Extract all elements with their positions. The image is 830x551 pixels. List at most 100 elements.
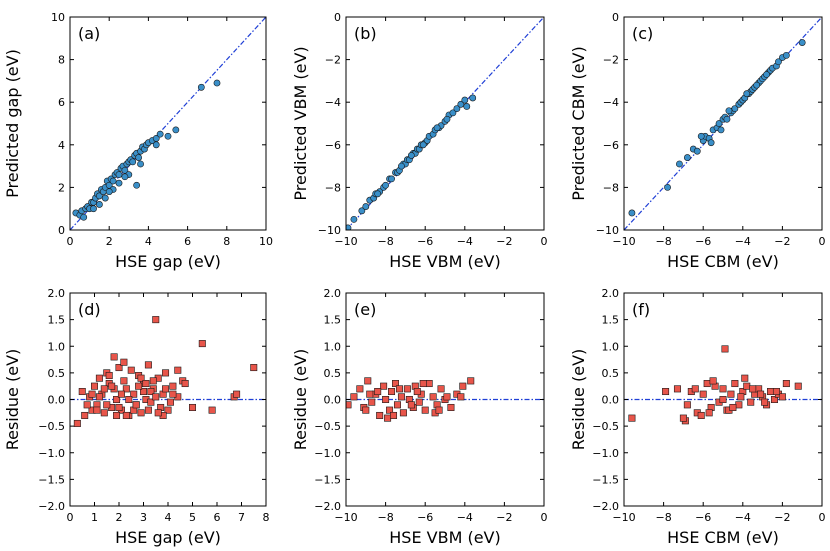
- data-point: [162, 385, 170, 393]
- plot-frame: [623, 16, 823, 231]
- data-point: [761, 398, 769, 406]
- y-axis-label: Residue (eV): [3, 349, 22, 451]
- panel-label: (c): [632, 24, 653, 43]
- panel-label: (b): [354, 24, 377, 43]
- x-axis-label: HSE gap (eV): [115, 528, 221, 547]
- x-tick-label: 4: [145, 235, 152, 248]
- data-point: [697, 411, 705, 419]
- data-point: [115, 403, 123, 411]
- data-point: [117, 390, 125, 398]
- data-point: [673, 385, 681, 393]
- x-tick-label: −4: [735, 235, 751, 248]
- data-point: [770, 395, 778, 403]
- data-point: [156, 130, 164, 138]
- x-tick-label: −4: [457, 511, 473, 524]
- data-point: [137, 160, 144, 168]
- data-point: [469, 94, 477, 102]
- y-tick-label: −2: [325, 54, 341, 67]
- data-point: [198, 340, 206, 348]
- data-point: [743, 90, 751, 98]
- y-tick-label: 1.5: [324, 314, 342, 327]
- data-point: [707, 139, 715, 147]
- data-point: [358, 207, 366, 215]
- data-point: [122, 385, 130, 393]
- data-point: [757, 390, 765, 398]
- panel-c: −10 −8 −6 −4 −2 0 −10 −8 −6 −4 −2 0 HSE CBM (eV) Pred…: [569, 11, 826, 271]
- data-point: [73, 419, 81, 427]
- y-tick-label: 0.0: [48, 394, 66, 407]
- data-point: [109, 177, 117, 185]
- reference-line: [624, 17, 822, 230]
- data-point: [467, 377, 475, 385]
- data-point: [753, 81, 761, 89]
- data-point: [120, 377, 128, 385]
- x-tick-label: 0: [67, 235, 74, 248]
- data-point: [101, 194, 109, 202]
- data-point: [115, 364, 123, 372]
- data-point: [197, 83, 205, 91]
- y-tick-label: −1.5: [314, 473, 341, 486]
- data-point: [778, 393, 786, 401]
- data-point: [743, 382, 751, 390]
- plot-frame: [345, 16, 545, 231]
- x-tick-label: 4: [165, 511, 172, 524]
- data-point: [105, 372, 113, 380]
- data-point: [132, 401, 140, 409]
- y-tick-label: −4: [325, 96, 341, 109]
- data-point: [457, 100, 465, 108]
- data-point: [368, 398, 376, 406]
- data-point: [782, 380, 790, 388]
- data-point: [144, 406, 152, 414]
- data-point: [152, 141, 160, 149]
- x-tick-label: −6: [695, 511, 711, 524]
- data-point: [142, 380, 150, 388]
- data-point: [346, 401, 352, 409]
- x-tick-label: −2: [496, 235, 512, 248]
- data-point: [364, 377, 372, 385]
- x-axis-label: HSE CBM (eV): [667, 252, 779, 271]
- x-tick-label: −2: [774, 235, 790, 248]
- data-point: [723, 115, 731, 123]
- x-tick-label: 6: [214, 511, 221, 524]
- data-point: [709, 377, 717, 385]
- data-point: [397, 393, 405, 401]
- data-point: [413, 388, 421, 396]
- y-tick-label: −0.5: [38, 420, 65, 433]
- data-point: [683, 154, 691, 161]
- y-tick-label: 0: [58, 224, 65, 237]
- data-point: [346, 224, 352, 230]
- data-point: [735, 401, 743, 409]
- data-point: [140, 388, 148, 396]
- data-point: [725, 107, 733, 115]
- data-point: [362, 203, 370, 210]
- x-tick-label: −2: [496, 511, 512, 524]
- y-tick-label: −6: [603, 139, 619, 152]
- y-tick-label: −10: [596, 224, 619, 237]
- data-point: [388, 175, 395, 183]
- x-tick-label: −4: [457, 235, 473, 248]
- y-tick-label: 1.0: [602, 340, 620, 353]
- data-point: [386, 406, 394, 414]
- x-tick-label: 10: [259, 235, 273, 248]
- y-tick-label: −1.0: [592, 447, 619, 460]
- y-tick-label: 8: [58, 54, 65, 67]
- panel-b: −10 −8 −6 −4 −2 0 −10 −8 −6 −4 −2 0 HSE VBM (eV) Pred…: [291, 11, 548, 271]
- panel-f: −10 −8 −6 −4 −2 0 −2.0 −1.5 −1.0 −0.5 0.0 0.5 1.0 1.5…: [569, 287, 826, 547]
- x-axis-label: HSE VBM (eV): [389, 252, 500, 271]
- data-point: [108, 382, 116, 390]
- y-tick-label: −1.0: [314, 447, 341, 460]
- x-tick-label: −10: [612, 511, 635, 524]
- data-point: [213, 79, 221, 87]
- data-point: [149, 377, 157, 385]
- y-tick-label: −0.5: [314, 420, 341, 433]
- data-point: [189, 403, 197, 411]
- data-point: [691, 385, 699, 393]
- data-point: [137, 409, 145, 417]
- data-point: [133, 181, 141, 189]
- x-tick-label: −2: [774, 511, 790, 524]
- data-point: [93, 406, 101, 414]
- data-point: [144, 361, 152, 369]
- y-axis-label: Residue (eV): [569, 349, 588, 451]
- data-point: [715, 120, 723, 127]
- x-tick-label: 1: [91, 511, 98, 524]
